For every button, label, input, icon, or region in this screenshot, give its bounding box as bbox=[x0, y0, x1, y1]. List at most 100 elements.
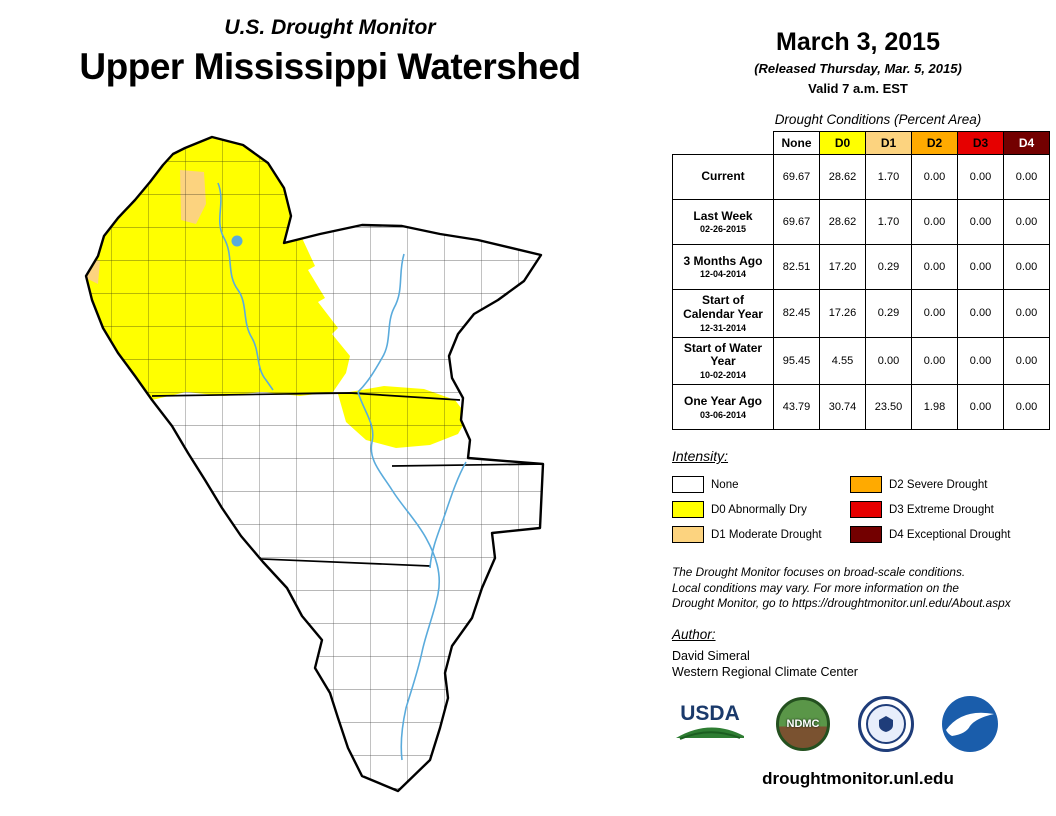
row-date: 03-06-2014 bbox=[699, 409, 747, 420]
stat-cell: 0.00 bbox=[1003, 384, 1050, 431]
stat-cell: 0.00 bbox=[957, 199, 1004, 245]
stat-cell: 0.00 bbox=[957, 384, 1004, 431]
blank-header-cell bbox=[672, 131, 774, 155]
author-block: Author: David Simeral Western Regional C… bbox=[672, 627, 1056, 679]
row-label: One Year Ago bbox=[683, 393, 763, 408]
row-label: Current bbox=[701, 168, 745, 183]
intensity-legend: Intensity: None D0 Abnormally Dry D1 Mod… bbox=[672, 448, 1056, 547]
watershed-outline bbox=[84, 135, 545, 793]
legend-title: Intensity: bbox=[672, 448, 729, 465]
legend-swatch-d0 bbox=[672, 501, 704, 519]
stat-cell: 28.62 bbox=[819, 154, 866, 200]
commerce-seal-logo bbox=[858, 696, 914, 753]
stat-cell: 0.29 bbox=[865, 244, 912, 290]
stat-cell: 0.00 bbox=[911, 154, 958, 200]
stat-cell: 95.45 bbox=[773, 336, 820, 386]
ndmc-logo-text: NDMC bbox=[786, 718, 820, 731]
row-date: 02-26-2015 bbox=[699, 224, 747, 235]
title-block: U.S. Drought Monitor Upper Mississippi W… bbox=[0, 16, 660, 88]
legend-swatch-d3 bbox=[850, 501, 882, 519]
row-header: Last Week 02-26-2015 bbox=[672, 199, 774, 245]
legend-label: D2 Severe Drought bbox=[889, 478, 988, 491]
stat-cell: 69.67 bbox=[773, 154, 820, 200]
legend-label: None bbox=[711, 478, 739, 491]
disclaimer-line: The Drought Monitor focuses on broad-sca… bbox=[672, 565, 966, 580]
noaa-logo bbox=[942, 696, 998, 753]
state-borders bbox=[151, 392, 543, 567]
stat-cell: 0.00 bbox=[957, 244, 1004, 290]
table-header-row: None D0 D1 D2 D3 D4 bbox=[672, 131, 1050, 155]
row-date: 10-02-2014 bbox=[699, 370, 747, 381]
stat-cell: 0.00 bbox=[957, 154, 1004, 200]
stat-cell: 0.00 bbox=[1003, 289, 1050, 338]
legend-label: D0 Abnormally Dry bbox=[711, 503, 807, 516]
usda-swoosh-icon bbox=[676, 727, 744, 741]
col-header-none: None bbox=[773, 131, 820, 155]
stat-cell: 28.62 bbox=[819, 199, 866, 245]
date-block: March 3, 2015 (Released Thursday, Mar. 5… bbox=[660, 28, 1056, 96]
legend-swatch-d2 bbox=[850, 476, 882, 494]
stat-cell: 1.98 bbox=[911, 384, 958, 431]
disclaimer-line: Drought Monitor, go to https://droughtmo… bbox=[672, 595, 1011, 610]
col-header-d1: D1 bbox=[865, 131, 912, 155]
stat-cell: 17.26 bbox=[819, 289, 866, 338]
valid-time: Valid 7 a.m. EST bbox=[808, 81, 908, 96]
report-date: March 3, 2015 bbox=[776, 28, 940, 56]
legend-item: D0 Abnormally Dry bbox=[672, 497, 850, 522]
table-title: Drought Conditions (Percent Area) bbox=[774, 112, 982, 127]
row-header: 3 Months Ago 12-04-2014 bbox=[672, 244, 774, 290]
row-header: Current bbox=[672, 154, 774, 200]
col-header-d4: D4 bbox=[1003, 131, 1050, 155]
legend-swatch-d4 bbox=[850, 526, 882, 544]
row-label: Start of Water Year bbox=[683, 340, 763, 369]
author-heading: Author: bbox=[672, 627, 716, 643]
legend-item: D4 Exceptional Drought bbox=[850, 522, 1056, 547]
row-date: 12-31-2014 bbox=[699, 322, 747, 333]
stat-cell: 1.70 bbox=[865, 199, 912, 245]
table-row: 3 Months Ago 12-04-2014 82.51 17.20 0.29… bbox=[672, 244, 1050, 290]
row-header: Start of Water Year 10-02-2014 bbox=[672, 336, 774, 386]
lake-dot bbox=[231, 235, 243, 247]
stat-cell: 0.00 bbox=[865, 336, 912, 386]
ndmc-logo: NDMC bbox=[776, 697, 830, 752]
stat-cell: 0.00 bbox=[957, 289, 1004, 338]
watershed-map bbox=[84, 135, 545, 793]
disclaimer-line: Local conditions may vary. For more info… bbox=[672, 580, 959, 595]
author-name: David Simeral bbox=[672, 649, 750, 664]
legend-swatch-d1 bbox=[672, 526, 704, 544]
program-title: U.S. Drought Monitor bbox=[224, 16, 436, 39]
stat-cell: 0.29 bbox=[865, 289, 912, 338]
stat-cell: 1.70 bbox=[865, 154, 912, 200]
row-header: Start of Calendar Year 12-31-2014 bbox=[672, 289, 774, 338]
legend-item: D2 Severe Drought bbox=[850, 472, 1056, 497]
stat-cell: 69.67 bbox=[773, 199, 820, 245]
legend-label: D3 Extreme Drought bbox=[889, 503, 994, 516]
legend-grid: None D0 Abnormally Dry D1 Moderate Droug… bbox=[672, 472, 1056, 547]
drought-conditions-table: None D0 D1 D2 D3 D4 Current 69.67 28.62 … bbox=[672, 131, 1050, 431]
usda-logo-text: USDA bbox=[680, 702, 740, 726]
disclaimer-text: The Drought Monitor focuses on broad-sca… bbox=[672, 565, 1056, 611]
stat-cell: 0.00 bbox=[1003, 336, 1050, 386]
stat-cell: 0.00 bbox=[911, 244, 958, 290]
row-header: One Year Ago 03-06-2014 bbox=[672, 384, 774, 431]
stat-cell: 0.00 bbox=[1003, 244, 1050, 290]
row-date: 12-04-2014 bbox=[699, 269, 747, 280]
stat-cell: 43.79 bbox=[773, 384, 820, 431]
river-lines bbox=[217, 182, 467, 761]
stat-cell: 17.20 bbox=[819, 244, 866, 290]
stat-cell: 82.51 bbox=[773, 244, 820, 290]
commerce-seal-inner bbox=[866, 704, 906, 745]
stat-cell: 0.00 bbox=[911, 289, 958, 338]
row-label: Last Week bbox=[693, 208, 753, 223]
commerce-shield-icon bbox=[879, 716, 893, 733]
col-header-d3: D3 bbox=[957, 131, 1004, 155]
stat-cell: 82.45 bbox=[773, 289, 820, 338]
usda-logo: USDA bbox=[672, 703, 748, 745]
col-header-d2: D2 bbox=[911, 131, 958, 155]
author-organization: Western Regional Climate Center bbox=[672, 665, 858, 680]
stat-cell: 0.00 bbox=[911, 336, 958, 386]
released-date: (Released Thursday, Mar. 5, 2015) bbox=[754, 61, 962, 76]
stat-cell: 0.00 bbox=[1003, 154, 1050, 200]
table-row: Last Week 02-26-2015 69.67 28.62 1.70 0.… bbox=[672, 199, 1050, 245]
